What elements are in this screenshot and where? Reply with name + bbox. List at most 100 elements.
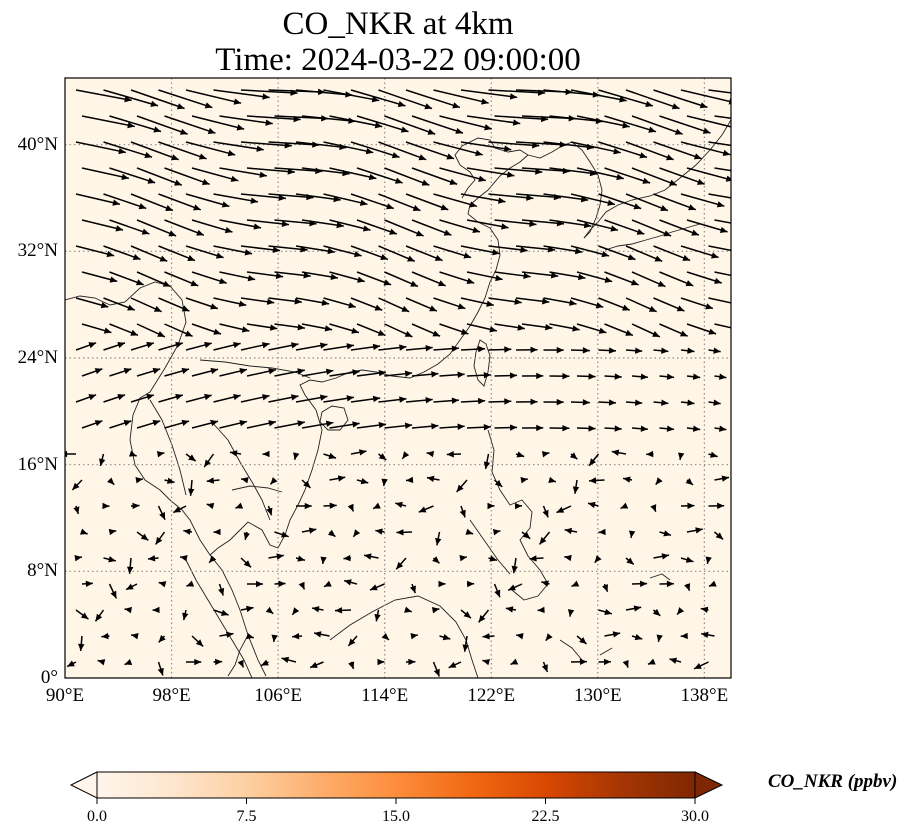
wind-arrow	[549, 323, 580, 332]
wind-arrow	[323, 452, 337, 459]
wind-arrow	[246, 368, 277, 377]
lat-tick-label: 0°	[40, 667, 58, 688]
wind-arrow	[653, 193, 697, 211]
wind-arrow	[246, 580, 263, 588]
wind-arrow	[659, 271, 694, 287]
wind-arrow	[191, 367, 219, 377]
wind-arrow	[246, 420, 277, 429]
wind-arrow	[301, 527, 317, 534]
wind-arrow	[213, 658, 223, 666]
wind-arrow	[505, 606, 517, 613]
wind-arrow	[515, 297, 550, 305]
wind-arrow	[323, 193, 368, 206]
wind-arrow	[653, 553, 670, 560]
wind-arrow	[488, 555, 498, 562]
wind-arrow	[274, 531, 289, 538]
wind-arrow	[604, 425, 622, 432]
wind-arrow	[510, 658, 519, 666]
wind-arrow	[448, 661, 462, 669]
wind-arrow	[240, 557, 252, 568]
wind-arrow	[466, 167, 515, 178]
wind-arrow	[157, 505, 166, 521]
wind-arrow	[653, 297, 685, 312]
wind-arrow	[543, 297, 577, 306]
wind-arrow	[301, 323, 333, 332]
wind-arrow	[356, 115, 409, 133]
wind-arrow	[587, 501, 599, 509]
wind-arrow	[680, 632, 688, 640]
wind-arrow	[219, 323, 250, 333]
wind-arrow	[659, 115, 711, 134]
wind-arrow	[653, 89, 708, 109]
wind-arrow	[466, 219, 509, 230]
wind-arrow	[292, 633, 303, 640]
wind-arrow	[653, 399, 669, 406]
wind-arrow	[311, 606, 324, 613]
wind-arrow	[246, 219, 290, 227]
wind-arrow	[456, 479, 468, 493]
wind-arrow	[549, 219, 592, 229]
wind-arrow	[541, 580, 550, 587]
wind-arrow	[356, 421, 387, 429]
wind-arrow	[219, 115, 273, 126]
wind-arrow	[125, 583, 138, 591]
wind-arrow	[219, 219, 262, 230]
lon-tick-label: 138°E	[680, 685, 729, 706]
wind-arrow	[136, 531, 149, 541]
wind-arrow	[395, 501, 407, 509]
wind-arrow	[301, 479, 311, 489]
wind-arrow	[541, 661, 549, 673]
wind-arrow	[378, 297, 410, 313]
wind-arrow	[268, 342, 299, 351]
wind-arrow	[439, 371, 465, 378]
wind-arrow	[669, 657, 682, 664]
wind-arrow	[604, 373, 622, 380]
wind-arrow	[482, 659, 490, 666]
wind-arrow	[107, 477, 115, 486]
wind-arrow	[158, 581, 167, 588]
wind-arrow	[219, 167, 267, 178]
wind-arrow	[680, 347, 695, 354]
wind-arrow	[164, 323, 193, 337]
wind-arrow	[185, 245, 224, 259]
wind-arrow	[465, 528, 474, 535]
wind-arrow	[439, 167, 487, 182]
wind-arrow	[378, 193, 421, 212]
wind-arrow	[515, 633, 524, 640]
wind-arrow	[604, 323, 634, 337]
wind-arrow	[708, 451, 718, 458]
wind-arrow	[714, 219, 731, 224]
wind-arrow	[604, 115, 657, 133]
wind-arrow	[323, 141, 374, 155]
wind-arrow	[274, 368, 305, 377]
wind-arrow	[356, 323, 386, 337]
wind-arrow	[240, 605, 254, 613]
border-myanmar-thailand	[149, 399, 187, 496]
wind-arrow	[378, 245, 416, 262]
wind-arrow	[714, 115, 731, 120]
wind-arrow	[320, 556, 327, 565]
wind-arrow	[213, 89, 270, 100]
wind-arrow	[625, 347, 643, 354]
wind-arrow	[631, 373, 648, 380]
wind-arrow	[102, 502, 110, 510]
wind-arrow	[405, 396, 433, 404]
wind-arrow	[411, 371, 439, 378]
wind-arrow	[185, 453, 197, 462]
wind-arrow	[515, 346, 538, 354]
wind-arrow	[329, 323, 360, 334]
coastline-asia-mainland	[65, 137, 603, 677]
wind-arrow	[462, 635, 469, 652]
wind-arrow	[158, 193, 202, 211]
wind-arrow	[334, 607, 352, 614]
wind-arrow	[350, 245, 389, 261]
wind-arrow	[130, 341, 155, 351]
lon-tick-label: 98°E	[152, 685, 191, 706]
wind-arrow	[271, 634, 278, 643]
wind-arrow	[680, 556, 694, 563]
wind-arrow	[350, 193, 394, 210]
wind-arrow	[409, 583, 416, 594]
wind-arrow	[466, 580, 475, 588]
wind-arrow	[521, 323, 553, 331]
wind-arrow	[323, 89, 380, 103]
